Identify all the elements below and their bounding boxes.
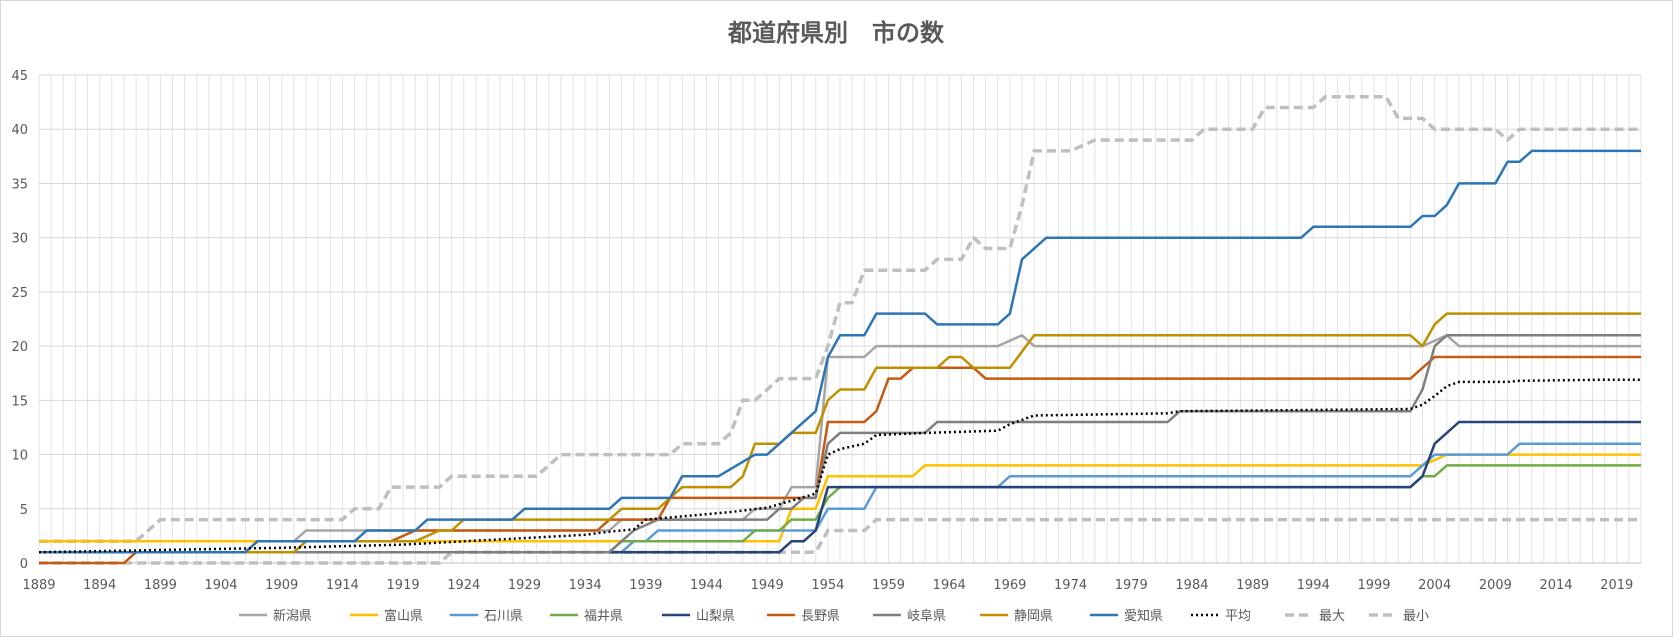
legend-label-9: 平均 xyxy=(1225,609,1251,624)
y-tick-label: 10 xyxy=(11,449,28,464)
legend-label-10: 最大 xyxy=(1319,609,1345,624)
x-tick-label: 1959 xyxy=(872,578,905,593)
y-tick-label: 0 xyxy=(20,557,28,572)
x-tick-label: 1899 xyxy=(144,578,177,593)
x-tick-label: 1989 xyxy=(1236,578,1269,593)
legend-label-6: 岐阜県 xyxy=(907,608,946,624)
y-tick-label: 15 xyxy=(11,394,28,409)
x-tick-label: 1894 xyxy=(83,578,116,593)
legend-label-11: 最小 xyxy=(1403,609,1429,624)
legend-label-0: 新潟県 xyxy=(273,608,312,624)
x-tick-label: 1979 xyxy=(1115,578,1148,593)
x-tick-label: 1954 xyxy=(811,578,844,593)
x-tick-label: 1914 xyxy=(326,578,359,593)
legend-label-2: 石川県 xyxy=(484,609,523,624)
y-tick-label: 5 xyxy=(20,503,28,518)
x-tick-label: 1909 xyxy=(265,578,298,593)
x-tick-label: 1924 xyxy=(447,578,480,593)
legend-label-3: 福井県 xyxy=(584,609,623,624)
x-tick-label: 2019 xyxy=(1600,578,1633,593)
x-tick-label: 2009 xyxy=(1479,578,1512,593)
legend-label-8: 愛知県 xyxy=(1124,608,1163,624)
y-tick-label: 25 xyxy=(11,286,28,301)
x-tick-label: 1969 xyxy=(993,578,1026,593)
x-tick-label: 1984 xyxy=(1175,578,1208,593)
legend-label-5: 長野県 xyxy=(801,609,840,624)
x-tick-label: 1974 xyxy=(1054,578,1087,593)
x-tick-label: 1934 xyxy=(569,578,602,593)
x-tick-label: 2014 xyxy=(1539,578,1572,593)
x-tick-label: 1944 xyxy=(690,578,723,593)
x-tick-label: 1999 xyxy=(1357,578,1390,593)
legend-label-7: 静岡県 xyxy=(1014,609,1053,624)
x-tick-label: 1949 xyxy=(751,578,784,593)
x-tick-label: 1929 xyxy=(508,578,541,593)
x-axis-ticks: 1889 1894 1899 1904 1909 1914 1919 1924 1929 1934… xyxy=(22,578,1633,593)
legend-label-4: 山梨県 xyxy=(696,609,735,624)
x-tick-label: 1919 xyxy=(387,578,420,593)
x-tick-label: 1994 xyxy=(1297,578,1330,593)
y-tick-label: 35 xyxy=(11,177,28,192)
x-tick-label: 2004 xyxy=(1418,578,1451,593)
x-tick-label: 1964 xyxy=(933,578,966,593)
y-tick-label: 45 xyxy=(11,69,28,84)
legend-label-1: 富山県 xyxy=(384,608,423,624)
y-tick-label: 30 xyxy=(11,232,28,247)
y-axis-ticks: 0 5 10 15 20 25 30 35 40 45 xyxy=(11,69,28,572)
x-tick-label: 1904 xyxy=(204,578,237,593)
x-tick-label: 1939 xyxy=(629,578,662,593)
grid xyxy=(39,75,1641,563)
y-tick-label: 20 xyxy=(11,340,28,355)
y-tick-label: 40 xyxy=(11,123,28,138)
chart-title: 都道府県別 市の数 xyxy=(727,19,945,47)
legend: 新潟県 富山県 石川県 福井県 山梨県 長野県 岐阜県 静岡県 愛知県 平均 最大 最小 xyxy=(239,608,1429,624)
x-tick-label: 1889 xyxy=(22,578,55,593)
